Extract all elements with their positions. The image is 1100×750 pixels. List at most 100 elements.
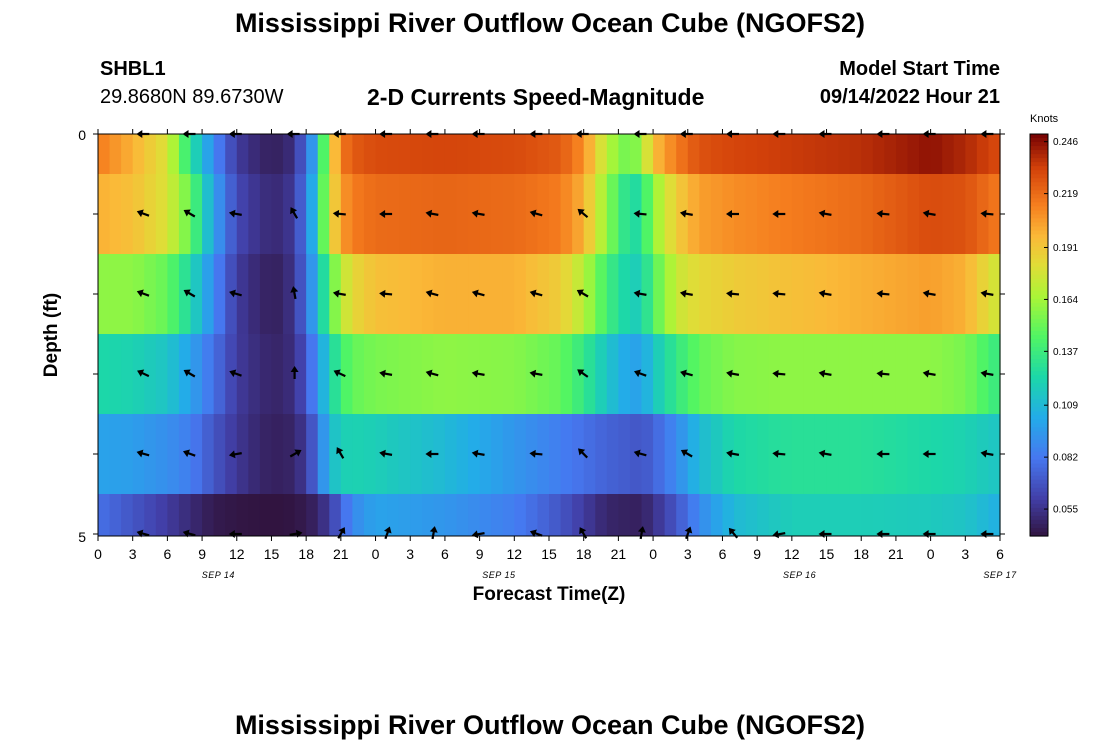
heatmap-cell [190,174,203,254]
heatmap-cell [930,134,943,174]
heatmap-cell [398,134,411,174]
heatmap-cell [317,494,330,536]
colorbar-segment [1030,407,1048,412]
heatmap-cell [757,334,770,414]
heatmap-cell [988,414,1001,494]
heatmap-cell [329,134,342,174]
heatmap-cell [988,174,1001,254]
heatmap-cell [907,254,920,334]
heatmap-cell [340,414,354,494]
heatmap-cell [676,134,689,174]
colorbar-segment [1030,391,1048,396]
current-arrow [772,369,786,378]
heatmap-cell [849,494,862,536]
colorbar-segment [1030,286,1048,292]
heatmap-cell [109,254,122,334]
colorbar-segment [1030,186,1048,191]
heatmap-cell [629,134,643,174]
heatmap-cell [352,334,365,414]
heatmap-cell [884,334,897,414]
current-arrow [332,289,346,298]
heatmap-cell [780,174,793,254]
heatmap-cell [606,254,619,334]
heatmap-cell [745,134,758,174]
heatmap-cell [664,494,677,536]
heatmap-cell [329,334,342,414]
heatmap-cell [398,254,411,334]
heatmap-cell [537,334,550,414]
heatmap-cell [456,414,469,494]
heatmap-cell [491,254,504,334]
colorbar-segment [1030,294,1048,300]
heatmap-cell [271,414,284,494]
current-arrow [229,289,242,298]
current-arrow [379,210,393,218]
heatmap-cell [479,254,492,334]
heatmap-cell [502,494,515,536]
heatmap-cell [352,174,365,254]
colorbar-segment [1030,527,1048,533]
station-id: SHBL1 [100,58,166,80]
colorbar-segment [1030,399,1048,404]
heatmap-cell [734,414,747,494]
heatmap-cell [502,134,515,174]
heatmap-cell [479,134,492,174]
heatmap-cell [757,254,770,334]
heatmap-cell [121,414,134,494]
current-arrow [633,209,647,218]
heatmap-cell [294,334,307,414]
current-arrow [980,449,994,458]
colorbar-segment [1030,226,1048,232]
colorbar-segment [1030,134,1048,139]
x-tick-label: 0 [94,546,102,562]
heatmap-cell [965,254,978,334]
current-arrow [876,369,890,378]
heatmap-cell [826,254,839,334]
heatmap-cell [109,414,122,494]
current-arrow [333,369,346,378]
heatmap-cell [583,494,596,536]
colorbar-segment [1030,483,1048,489]
heatmap-cell [190,414,203,494]
heatmap-cell [653,494,666,536]
colorbar-segment [1030,142,1048,147]
heatmap-cell [549,334,562,414]
heatmap-cell [965,174,978,254]
colorbar-segment [1030,459,1048,465]
station-coordinates: 29.8680N 89.6730W [100,86,284,108]
current-arrow [529,369,543,378]
heatmap-cell [202,174,215,254]
heatmap-cell [699,134,712,174]
heatmap-cell [826,174,839,254]
heatmap-cell [780,134,793,174]
current-arrow [471,289,485,298]
colorbar-segment [1030,359,1048,364]
heatmap-cell [248,334,261,414]
heatmap-cell [919,494,932,536]
heatmap-cell [387,254,400,334]
current-arrow [137,369,150,378]
heatmap-cell [178,134,192,174]
heatmap-cell [734,254,747,334]
heatmap-cell [456,254,469,334]
heatmap-cell [791,414,805,494]
heatmap-cell [225,134,238,174]
heatmap-cell [363,414,377,494]
colorbar-segment [1030,523,1048,529]
current-arrow [471,369,485,378]
heatmap-cell [884,414,897,494]
current-arrow [772,210,786,218]
colorbar-segment [1030,347,1048,352]
heatmap-cell [213,254,226,334]
heatmap-cell [583,334,596,414]
colorbar-segment [1030,487,1048,493]
current-arrow [980,209,994,218]
colorbar-segment [1030,150,1048,155]
heatmap-cell [572,334,585,414]
heatmap-cell [144,174,157,254]
colorbar-segment [1030,451,1048,457]
heatmap-cell [872,494,885,536]
colorbar-segment [1030,278,1048,284]
colorbar-segment [1030,363,1048,368]
colorbar-segment [1030,367,1048,372]
